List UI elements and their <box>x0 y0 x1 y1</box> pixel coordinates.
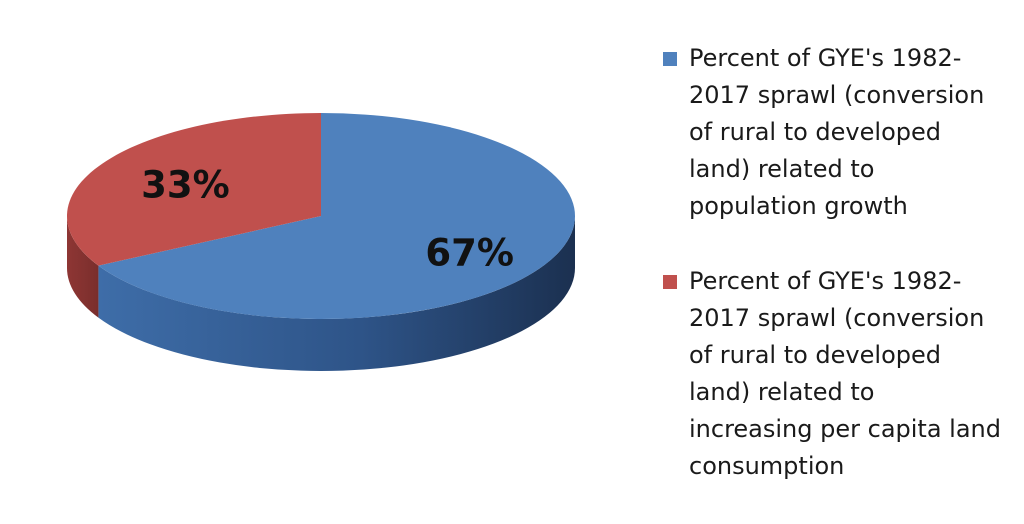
pie-slice-population-growth <box>98 113 575 320</box>
pie-side-red-0 <box>67 216 99 318</box>
legend-item-population-growth: Percent of GYE's 1982-2017 sprawl (conve… <box>663 40 1008 225</box>
data-label-67: 67% <box>425 232 514 275</box>
legend-swatch-blue <box>663 52 677 66</box>
pie-slice-per-capita-consumption <box>66 113 321 266</box>
pie-chart-svg: 67% 33% <box>66 113 576 371</box>
legend-label-per-capita-consumption: Percent of GYE's 1982-2017 sprawl (conve… <box>689 267 1001 480</box>
pie-tops <box>66 113 575 320</box>
pie-chart: 67% 33% <box>66 113 576 371</box>
pie-data-labels: 67% 33% <box>141 163 514 274</box>
legend: Percent of GYE's 1982-2017 sprawl (conve… <box>663 40 1008 485</box>
legend-item-per-capita-consumption: Percent of GYE's 1982-2017 sprawl (conve… <box>663 263 1008 485</box>
pie-sides <box>67 216 576 371</box>
legend-swatch-red <box>663 275 677 289</box>
pie-side-blue-0 <box>98 216 576 371</box>
legend-label-population-growth: Percent of GYE's 1982-2017 sprawl (conve… <box>689 44 985 220</box>
data-label-33: 33% <box>141 163 230 206</box>
